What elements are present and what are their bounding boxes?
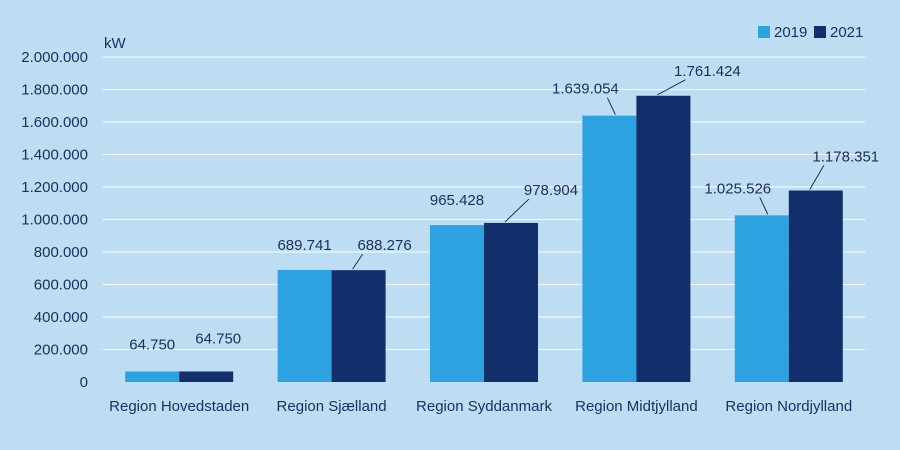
legend-swatch-2021 <box>814 26 826 38</box>
y-tick-label: 1.200.000 <box>21 179 88 196</box>
bar-2021 <box>788 190 843 382</box>
y-tick-label: 1.600.000 <box>21 114 88 131</box>
bar-2019 <box>582 115 637 383</box>
y-tick-label: 400.000 <box>34 309 88 326</box>
y-tick-label: 600.000 <box>34 277 88 294</box>
y-tick-label: 2.000.000 <box>21 49 88 66</box>
y-tick-label: 1.800.000 <box>21 82 88 99</box>
legend-label: 2019 <box>774 24 807 41</box>
leader-line <box>759 197 769 215</box>
axis-layer: 0 200.000 400.000 600.000 800.000 1.000.000 1.… <box>21 49 852 415</box>
leader-line <box>657 79 686 96</box>
legend-label: 2021 <box>830 24 863 41</box>
label-layer: 64.750 64.750 689.741 688.276 965.428 978.904… <box>129 63 879 354</box>
bar-2021 <box>636 95 691 382</box>
leader-line <box>606 97 616 115</box>
x-tick-label: Region Nordjylland <box>725 398 852 415</box>
leader-line <box>352 253 364 270</box>
y-tick-label: 200.000 <box>34 342 88 359</box>
leader-layer <box>352 79 825 270</box>
y-tick-label: 0 <box>80 374 88 391</box>
bar-2019 <box>734 215 789 382</box>
data-label-2019: 965.428 <box>430 192 484 209</box>
bar-2021 <box>179 371 234 382</box>
grid-layer <box>103 56 865 350</box>
data-label-2019: 689.741 <box>277 237 331 254</box>
x-tick-label: Region Midtjylland <box>575 398 698 415</box>
bar-2021 <box>331 270 386 382</box>
leader-line <box>504 198 530 223</box>
data-label-2021: 1.761.424 <box>674 63 741 80</box>
data-label-2021: 978.904 <box>524 182 578 199</box>
y-tick-label: 1.000.000 <box>21 212 88 229</box>
data-label-2019: 1.639.054 <box>552 81 619 98</box>
data-label-2019: 1.025.526 <box>704 180 771 197</box>
x-tick-label: Region Sjælland <box>277 398 387 415</box>
legend-swatch-2019 <box>758 26 770 38</box>
bar-2019 <box>277 269 332 382</box>
data-label-2021: 1.178.351 <box>812 149 879 166</box>
data-label-2019: 64.750 <box>129 336 175 353</box>
data-label-2021: 64.750 <box>195 330 241 347</box>
x-tick-label: Region Hovedstaden <box>109 398 249 415</box>
bar-layer <box>125 95 843 383</box>
bar-2019 <box>430 225 484 382</box>
leader-line <box>809 165 825 190</box>
y-tick-label: 800.000 <box>34 244 88 261</box>
bar-2021 <box>484 222 538 382</box>
data-label-2021: 688.276 <box>357 237 411 254</box>
y-tick-label: 1.400.000 <box>21 147 88 164</box>
legend: 2019 2021 <box>758 24 863 41</box>
y-axis-unit-label: kW <box>104 35 127 52</box>
x-tick-label: Region Syddanmark <box>416 398 552 415</box>
bar-2019 <box>125 371 180 382</box>
